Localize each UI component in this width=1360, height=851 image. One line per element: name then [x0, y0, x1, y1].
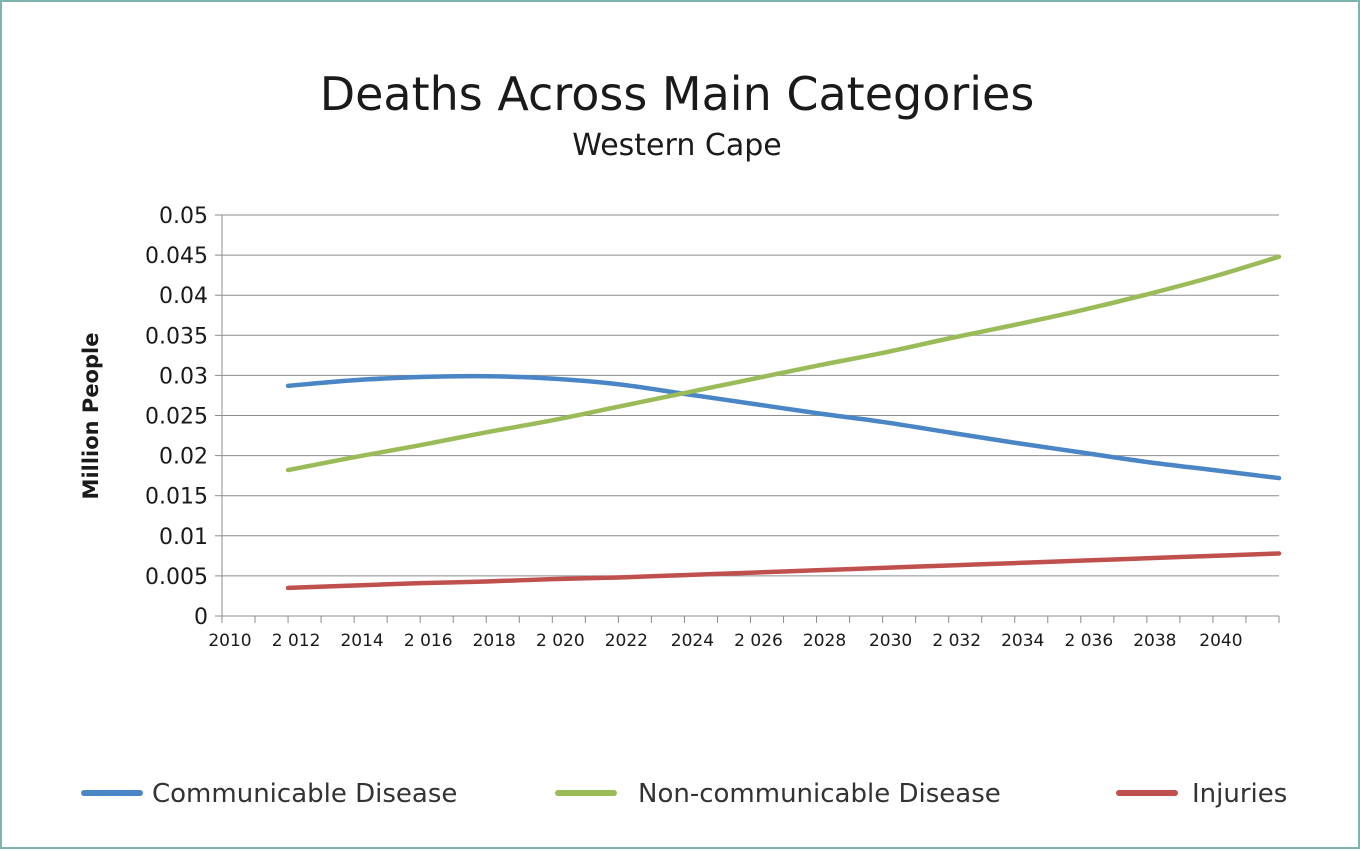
x-tick-label: 2034 — [1001, 631, 1044, 651]
legend-label: Non-communicable Disease — [638, 779, 1001, 809]
series-lines — [285, 254, 1282, 591]
y-tick-label: 0.02 — [159, 445, 208, 470]
x-tick-label: 2 036 — [1064, 631, 1113, 651]
x-tick-label: 2 012 — [272, 631, 321, 651]
gridlines — [222, 214, 1279, 577]
x-tick-label: 2 032 — [932, 631, 981, 651]
y-tick-label: 0 — [194, 605, 208, 630]
legend: Communicable Disease Non-communicable Dis… — [81, 779, 1287, 809]
y-tick-label: 0.025 — [145, 405, 208, 430]
y-tick-label: 0.035 — [145, 324, 208, 349]
x-tick-label: 2 016 — [404, 631, 453, 651]
x-tick-label: 2024 — [671, 631, 714, 651]
y-tick-label: 0.04 — [159, 284, 208, 309]
x-tick-label: 2040 — [1199, 631, 1242, 651]
legend-label: Injuries — [1192, 779, 1287, 809]
x-tick-label: 2028 — [803, 631, 846, 651]
series-line-0 — [285, 373, 1282, 481]
y-axis-label: Million People — [79, 333, 103, 500]
x-tick-labels: 2010 2 012 2014 2 016 2018 2 020 2022 2024 2 026… — [208, 631, 1242, 651]
chart-subtitle: Western Cape — [572, 128, 781, 163]
x-tick-label: 2018 — [473, 631, 516, 651]
x-tick-label: 2 020 — [536, 631, 585, 651]
y-tick-label: 0.03 — [159, 364, 208, 389]
x-tick-label: 2030 — [869, 631, 912, 651]
axes — [215, 214, 1280, 623]
series-line-1 — [285, 254, 1282, 473]
x-tick-label: 2038 — [1133, 631, 1176, 651]
y-tick-label: 0.05 — [159, 204, 208, 229]
x-tick-label: 2022 — [605, 631, 648, 651]
y-tick-label: 0.015 — [145, 485, 208, 510]
y-tick-label: 0.01 — [159, 525, 208, 550]
y-tick-label: 0.045 — [145, 244, 208, 269]
series-line-2 — [285, 551, 1282, 591]
x-tick-label: 2010 — [208, 631, 251, 651]
legend-label: Communicable Disease — [152, 779, 457, 809]
chart-title: Deaths Across Main Categories — [320, 67, 1035, 121]
x-tick-label: 2 026 — [734, 631, 783, 651]
y-tick-labels: 0 0.005 0.01 0.015 0.02 0.025 0.03 0.035 0.04 0.0… — [145, 204, 208, 630]
x-tick-label: 2014 — [340, 631, 383, 651]
y-tick-label: 0.005 — [145, 565, 208, 590]
